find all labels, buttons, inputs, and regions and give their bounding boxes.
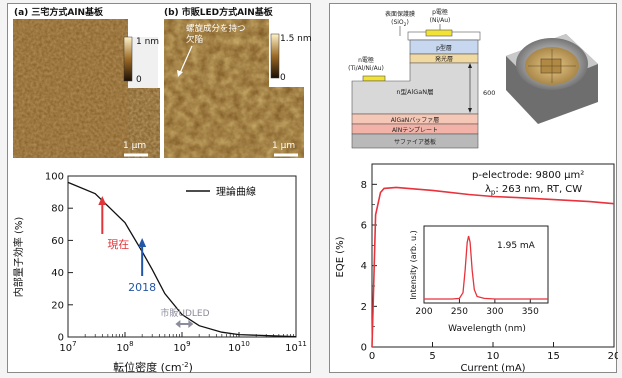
iqe-ytick-label: 80: [51, 204, 64, 215]
layer-n-label: n型AlGaN層: [396, 87, 433, 96]
current-label: 現在: [107, 238, 129, 251]
p-electrode: [425, 29, 453, 37]
afm-a-scale-bottom: 0: [136, 75, 142, 85]
eqe-chart: EQE (%) Current (mA) p-electrode: 9800 µ…: [335, 163, 620, 374]
iqe-chart: 内部量子効率 (%) 転位密度 (cm-2) 0 20 40 60 80 100 107 1…: [12, 172, 307, 375]
iqe-xtick-label: 1010: [228, 340, 250, 354]
inset-ylabel: Intensity (arb. u.): [409, 230, 418, 300]
commercial-label: 市販UDLED: [160, 307, 209, 319]
current-arrowhead: [98, 196, 107, 205]
inset-xtick-label: 250: [451, 307, 468, 317]
label-protect-1: 表面保護膜: [385, 10, 415, 18]
label-p-electrode-2: (Ni/Au): [430, 17, 451, 24]
led-package-photo: [498, 18, 606, 128]
afm-a-image: [13, 19, 128, 158]
afm-b-colorbar: [270, 33, 280, 79]
eqe-ylabel: EQE (%): [335, 236, 346, 277]
inset-xtick-label: 200: [415, 307, 432, 317]
eqe-xtick-label: 0: [369, 351, 375, 362]
eqe-xtick-label: 5: [429, 351, 435, 362]
label-p-electrode-1: p電極: [432, 8, 448, 16]
layer-substrate-label: サファイア基板: [394, 138, 436, 146]
afm-b-caption: (b) 市販LED方式AlN基板: [164, 6, 274, 18]
year2018-arrowhead: [138, 238, 147, 247]
right-figure-svg: 表面保護膜 (SiO2) p電極 (Ni/Au) n電極 (Ti/Al/Ni/A…: [335, 8, 620, 374]
iqe-xtick-label: 108: [116, 340, 133, 354]
layer-template-label: AlNテンプレート: [392, 127, 438, 134]
thickness-label: 600 nm: [483, 89, 508, 97]
layer-substrate: [351, 133, 479, 149]
label-n-electrode-2: (Ti/Al/Ni/Au): [348, 65, 384, 72]
inset-xtick-label: 300: [486, 307, 503, 317]
eqe-xlabel: Current (mA): [460, 363, 525, 374]
iqe-ytick-label: 60: [51, 236, 64, 247]
inset-current-label: 1.95 mA: [497, 241, 536, 251]
afm-b-scalebar-label: 1 µm: [272, 141, 295, 151]
label-protect-2: (SiO2): [391, 19, 409, 28]
afm-a-caption: (a) 三宅方式AlN基板: [14, 6, 104, 18]
iqe-ylabel: 内部量子効率 (%): [12, 217, 25, 298]
iqe-ytick-label: 20: [51, 300, 64, 311]
eqe-info-line2: λp: 263 nm, RT, CW: [485, 184, 582, 197]
afm-a-scale-top: 1 nm: [136, 37, 159, 47]
iqe-ytick-label: 0: [58, 333, 64, 344]
eqe-xtick-label: 20: [608, 351, 618, 362]
thickness-arrowhead-bottom: [468, 108, 472, 113]
label-n-electrode-1: n電極: [358, 56, 374, 64]
afm-a-scalebar-label: 1 µm: [123, 141, 146, 151]
afm-b-annotation-2: 欠陥: [186, 34, 203, 45]
eqe-info-line1: p-electrode: 9800 µm²: [472, 170, 584, 181]
eqe-ytick-label: 4: [361, 261, 367, 272]
left-figure-svg: (a) 三宅方式AlN基板 1 nm 0 1 µm (b) 市販LED方式AlN…: [12, 6, 312, 375]
inset-plot-frame: [423, 225, 549, 304]
commercial-arrow-left: [175, 320, 181, 328]
eqe-xtick-label: 15: [547, 351, 560, 362]
inset-xtick-label: 350: [522, 307, 539, 317]
iqe-ytick-label: 40: [51, 268, 64, 279]
right-figure-panel: 表面保護膜 (SiO2) p電極 (Ni/Au) n電極 (Ti/Al/Ni/A…: [329, 3, 620, 374]
eqe-ytick-label: 0: [361, 343, 367, 354]
eqe-curve: [371, 186, 615, 348]
device-structure-diagram: 表面保護膜 (SiO2) p電極 (Ni/Au) n電極 (Ti/Al/Ni/A…: [348, 8, 508, 149]
afm-b-arrowhead: [177, 70, 183, 77]
iqe-xlabel: 転位密度 (cm-2): [113, 360, 193, 374]
iqe-xtick-label: 107: [59, 340, 76, 354]
thickness-arrowhead-top: [468, 63, 472, 68]
commercial-arrow-right: [188, 320, 194, 328]
afm-b-scale-top: 1.5 nm: [280, 34, 312, 44]
spectrum-inset: Intensity (arb. u.) Wavelength (nm) 1.95…: [409, 225, 549, 334]
afm-a-colorbar: [123, 36, 133, 82]
layer-buffer-label: AlGaNバッファ層: [391, 117, 440, 124]
iqe-legend-label: 理論曲線: [216, 185, 256, 198]
iqe-xtick-label: 109: [173, 340, 190, 354]
inset-xlabel: Wavelength (nm): [448, 324, 526, 334]
eqe-xtick-label: 10: [487, 351, 500, 362]
eqe-ytick-label: 8: [361, 180, 367, 191]
left-figure-panel: (a) 三宅方式AlN基板 1 nm 0 1 µm (b) 市販LED方式AlN…: [7, 3, 312, 375]
eqe-ytick-label: 2: [361, 302, 367, 313]
layer-active-label: 発光層: [435, 55, 453, 63]
afm-b-annotation-1: 螺旋成分を持つ: [186, 23, 246, 34]
afm-b-annotation-arrow: [179, 45, 193, 74]
inset-spectrum-curve: [424, 235, 548, 300]
iqe-theory-curve: [67, 181, 297, 338]
iqe-xtick-label: 1011: [285, 340, 307, 354]
afm-b-scale-bottom: 0: [280, 73, 286, 83]
year2018-label: 2018: [128, 281, 156, 294]
afm-a-image-ext: [128, 88, 160, 158]
n-electrode: [362, 75, 386, 82]
eqe-ytick-label: 6: [361, 221, 367, 232]
layer-p-label: p型層: [436, 44, 452, 52]
iqe-ytick-label: 100: [45, 172, 64, 183]
